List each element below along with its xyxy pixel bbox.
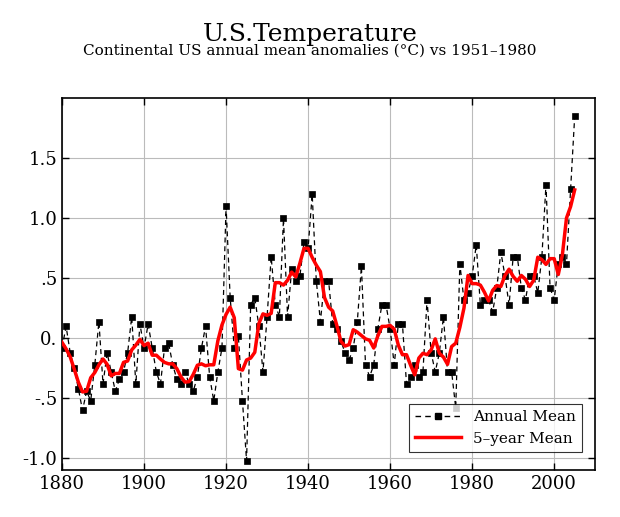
Line: 5–year Mean: 5–year Mean bbox=[62, 190, 575, 392]
5–year Mean bbox=[378, 323, 386, 329]
Annual Mean bbox=[91, 362, 99, 368]
Annual Mean bbox=[571, 113, 578, 119]
Annual Mean bbox=[243, 458, 250, 464]
5–year Mean bbox=[79, 389, 86, 395]
Text: U.S.Temperature: U.S.Temperature bbox=[203, 23, 417, 46]
Annual Mean bbox=[403, 381, 410, 387]
Annual Mean bbox=[304, 245, 312, 251]
Annual Mean bbox=[378, 301, 386, 308]
5–year Mean bbox=[571, 187, 578, 193]
5–year Mean bbox=[193, 362, 201, 369]
Annual Mean bbox=[190, 388, 197, 394]
5–year Mean bbox=[304, 245, 312, 251]
Line: Annual Mean: Annual Mean bbox=[59, 113, 578, 464]
5–year Mean bbox=[58, 339, 66, 345]
5–year Mean bbox=[403, 352, 410, 358]
Annual Mean bbox=[58, 345, 66, 351]
Annual Mean bbox=[366, 374, 373, 380]
5–year Mean bbox=[95, 362, 103, 368]
5–year Mean bbox=[366, 337, 373, 343]
Text: Continental US annual mean anomalies (°C) vs 1951–1980: Continental US annual mean anomalies (°C… bbox=[83, 44, 537, 58]
Legend: Annual Mean, 5–year Mean: Annual Mean, 5–year Mean bbox=[409, 404, 582, 452]
